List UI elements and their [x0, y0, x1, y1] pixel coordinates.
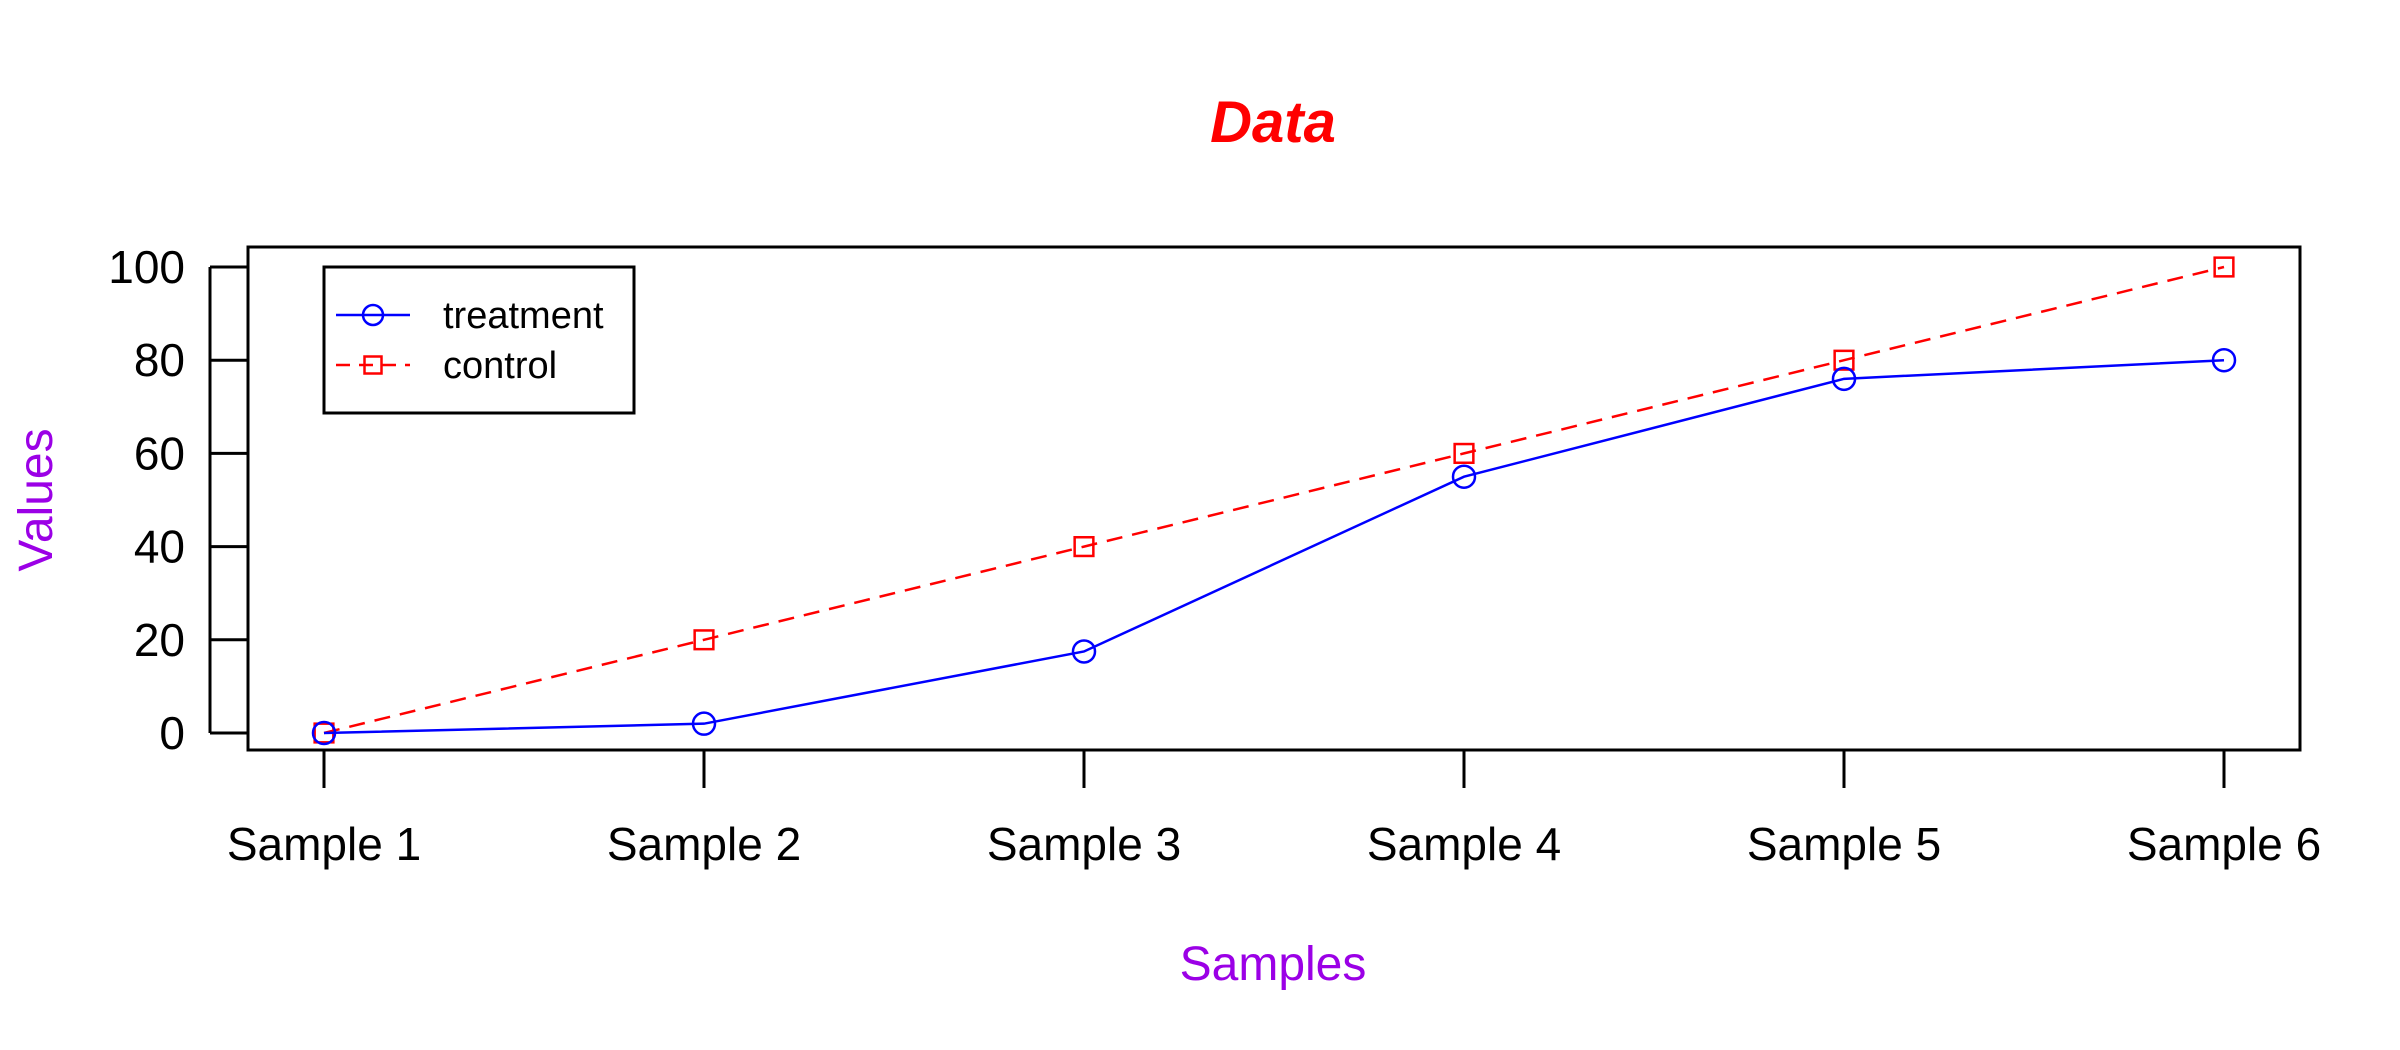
y-tick-label: 100 — [108, 241, 185, 293]
legend-marker-treatment — [361, 303, 385, 327]
y-axis-label: Values — [10, 428, 63, 571]
data-point-control — [2213, 256, 2235, 278]
series-line-treatment — [323, 358, 2225, 735]
y-tick-label: 20 — [134, 614, 185, 666]
y-tick-label: 60 — [134, 427, 185, 479]
legend-box — [322, 265, 636, 415]
y-tick-label: 0 — [159, 707, 185, 759]
legend-item-treatment: treatment — [336, 295, 604, 337]
x-tick-label: Sample 2 — [607, 818, 801, 870]
legend-item-control: control — [336, 345, 557, 387]
data-point-treatment — [2211, 347, 2237, 373]
series-layer — [311, 256, 2237, 746]
legend-marker-control — [363, 355, 383, 375]
x-axis: Sample 1 Sample 2 Sample 3 Sample 4 Sample 5… — [227, 748, 2321, 870]
data-point-treatment — [1451, 464, 1477, 489]
series-treatment — [311, 347, 2237, 746]
data-point-control — [1453, 442, 1475, 464]
data-point-treatment — [1831, 366, 1857, 392]
y-axis: 0 20 40 60 80 100 — [108, 241, 248, 759]
y-tick-label: 40 — [134, 521, 185, 573]
legend: treatment control — [322, 265, 636, 415]
x-tick-label: Sample 4 — [1367, 818, 1561, 870]
legend-items: treatment control — [336, 295, 604, 387]
series-line-control — [323, 265, 2225, 735]
series-control — [313, 256, 2235, 744]
legend-label-treatment: treatment — [443, 295, 604, 337]
data-point-treatment — [1071, 639, 1097, 664]
data-point-control — [1833, 349, 1855, 371]
x-tick-label: Sample 6 — [2127, 818, 2321, 870]
data-point-control — [1073, 536, 1095, 558]
x-tick-label: Sample 3 — [987, 818, 1181, 870]
x-tick-label: Sample 5 — [1747, 818, 1941, 870]
data-point-treatment — [691, 711, 717, 736]
data-point-control — [693, 629, 715, 651]
legend-label-control: control — [443, 345, 557, 387]
y-tick-label: 80 — [134, 334, 185, 386]
data-point-treatment — [311, 720, 337, 746]
chart-title: Data — [1210, 90, 1336, 155]
x-axis-label: Samples — [1180, 938, 1367, 991]
x-tick-label: Sample 1 — [227, 818, 421, 870]
